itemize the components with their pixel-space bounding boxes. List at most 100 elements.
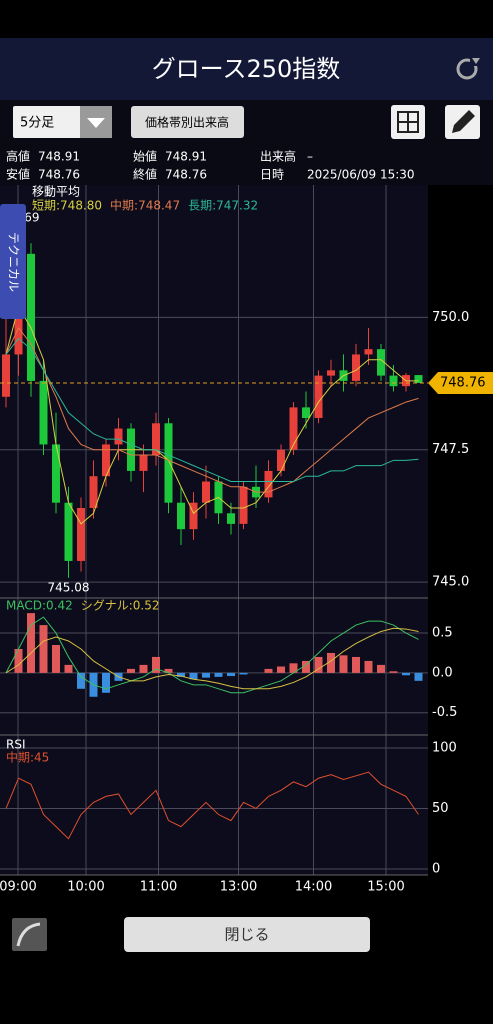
series-line — [5, 337, 419, 483]
volume-button-label: 価格帯別出来高 — [145, 115, 229, 130]
hist-bar — [52, 644, 60, 673]
legend-entry: 中期:45 — [6, 750, 49, 765]
back-icon[interactable] — [12, 918, 47, 951]
candle-body — [277, 449, 285, 471]
hist-bar — [152, 656, 160, 673]
legend-entry: シグナル:0.52 — [81, 599, 160, 613]
y-tick-label: 747.5 — [432, 442, 469, 457]
info-label: 出来高 — [260, 149, 296, 164]
title-bar — [0, 38, 493, 100]
hist-bar — [39, 625, 48, 673]
y-tick-label: 0.5 — [432, 626, 453, 641]
hist-bar — [27, 613, 35, 673]
y-tick-label: 50 — [432, 801, 449, 816]
info-value: 748.91 — [38, 150, 80, 164]
candle-body — [152, 423, 160, 456]
hist-bar — [389, 671, 398, 673]
layout-icon[interactable] — [391, 105, 425, 139]
hist-bar — [202, 672, 210, 678]
series-line — [5, 616, 419, 694]
info-label: 始値 — [133, 149, 157, 164]
x-tick-label: 13:00 — [220, 880, 257, 895]
page-title: グロース250指数 — [152, 55, 341, 83]
hist-bar — [77, 672, 85, 689]
candle-body — [264, 470, 273, 498]
hist-bar — [177, 672, 185, 677]
hist-bar — [164, 668, 173, 673]
info-label: 安値 — [6, 167, 30, 182]
candle-body — [64, 502, 73, 561]
candle-body — [377, 349, 385, 376]
candle-body — [289, 407, 298, 450]
technical-tab[interactable] — [0, 204, 26, 319]
series-line — [5, 327, 419, 493]
interval-label: 5分足 — [20, 116, 54, 131]
y-tick-label: 0 — [432, 861, 440, 876]
info-value: 2025/06/09 15:30 — [307, 168, 415, 182]
y-tick-label: 0.0 — [432, 665, 453, 680]
candle-body — [27, 253, 35, 381]
info-value: 748.76 — [165, 168, 207, 182]
candle-body — [164, 423, 173, 503]
draw-icon[interactable] — [445, 105, 480, 139]
hist-bar — [289, 663, 298, 673]
series-line — [5, 627, 419, 690]
close-button[interactable] — [124, 917, 370, 952]
hist-bar — [264, 668, 273, 673]
hist-bar — [14, 648, 23, 673]
hist-bar — [64, 664, 73, 673]
technical-tab-label: テクニカル — [7, 232, 21, 292]
legend-entry: MACD:0.42 — [6, 599, 73, 613]
volume-button[interactable] — [131, 106, 244, 138]
plot-bg — [0, 185, 428, 875]
hist-bar — [314, 656, 323, 673]
hist-bar — [139, 664, 148, 673]
candle-body — [327, 370, 335, 376]
y-tick-label: 745.0 — [432, 575, 469, 590]
candle-body — [314, 375, 323, 418]
candle-body — [239, 486, 248, 524]
y-tick-label: 100 — [432, 740, 457, 755]
hist-bar — [102, 672, 110, 693]
candle-body — [227, 513, 235, 524]
candle-body — [352, 354, 360, 381]
x-tick-label: 14:00 — [295, 880, 332, 895]
x-tick-label: 11:00 — [140, 880, 177, 895]
x-tick-label: 10:00 — [67, 880, 104, 895]
hist-bar — [189, 672, 198, 680]
close-button-label: 閉じる — [224, 926, 269, 944]
hist-bar — [214, 672, 223, 677]
hist-bar — [277, 666, 285, 673]
candle-body — [189, 502, 198, 530]
candle-body — [102, 444, 110, 477]
candle-body — [114, 428, 123, 445]
info-value: 748.76 — [38, 168, 80, 182]
hist-bar — [377, 664, 385, 673]
candle-body — [77, 507, 85, 561]
candle-body — [414, 375, 423, 384]
info-value: – — [307, 150, 313, 164]
y-tick-label: 750.0 — [432, 310, 469, 325]
x-tick-label: 15:00 — [367, 880, 404, 895]
ma-title: 移動平均 — [32, 185, 80, 199]
hist-bar — [302, 660, 310, 673]
candle-body — [139, 455, 148, 471]
candle-body — [39, 380, 48, 445]
refresh-icon[interactable] — [456, 56, 480, 80]
candle-body — [2, 354, 10, 397]
legend-entry: 中期:748.47 — [110, 198, 180, 213]
series-line — [5, 771, 419, 840]
interval-dropdown[interactable] — [13, 106, 112, 138]
candle-body — [364, 349, 373, 355]
legend-entry: 短期:748.80 — [32, 199, 102, 213]
current-price-tag — [428, 372, 493, 395]
panel-title: RSI — [6, 738, 26, 752]
hist-bar — [227, 672, 235, 677]
hist-bar — [352, 656, 360, 673]
info-label: 終値 — [133, 167, 157, 182]
candle-body — [89, 476, 98, 508]
info-value: 748.91 — [165, 150, 207, 164]
candle-body — [202, 481, 210, 503]
